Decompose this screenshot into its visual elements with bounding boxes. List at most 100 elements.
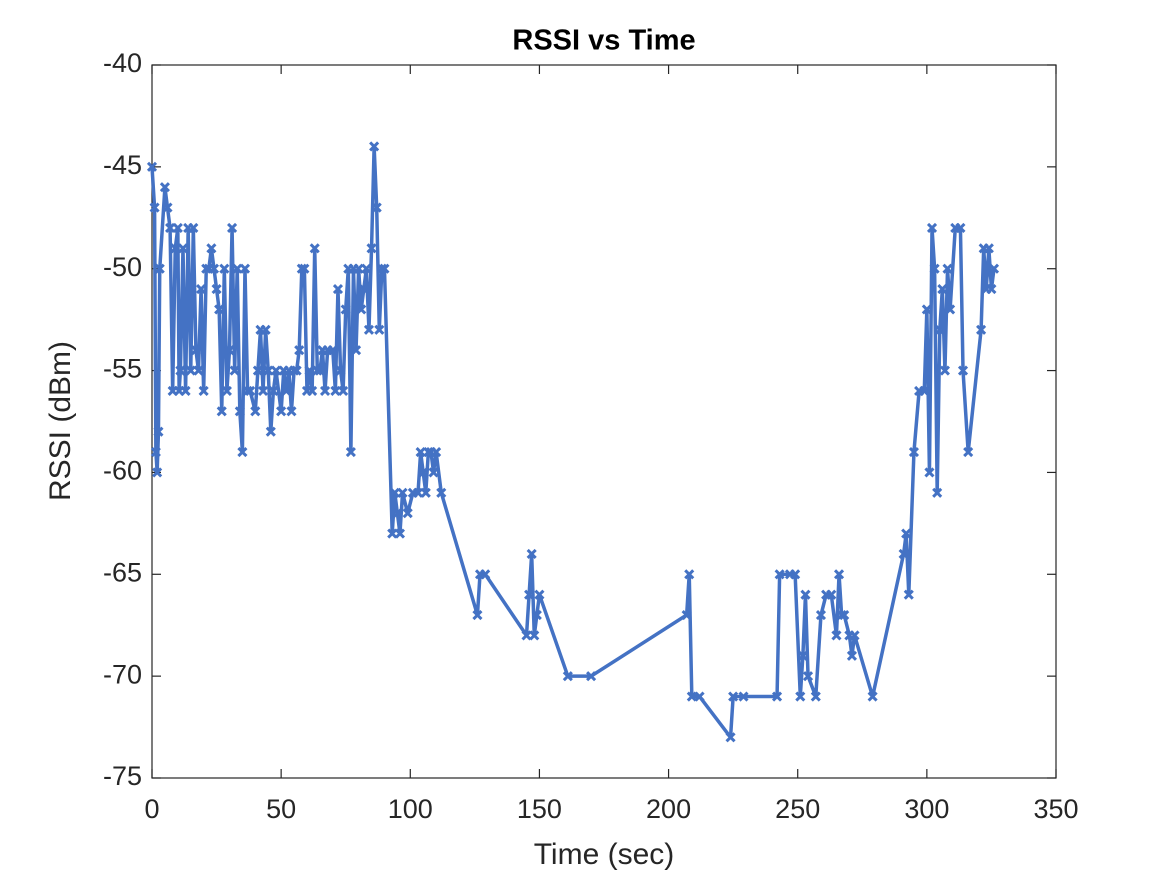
data-marker bbox=[245, 385, 256, 397]
chart-title: RSSI vs Time bbox=[512, 25, 695, 57]
data-marker bbox=[795, 691, 806, 702]
data-marker bbox=[423, 446, 434, 458]
x-tick-label: 250 bbox=[775, 794, 820, 824]
data-marker bbox=[849, 630, 860, 641]
data-marker bbox=[265, 426, 276, 437]
data-marker bbox=[242, 385, 253, 397]
data-marker bbox=[296, 263, 307, 274]
x-tick-label: 200 bbox=[646, 794, 691, 824]
data-marker bbox=[797, 650, 808, 661]
y-tick-label: -60 bbox=[103, 456, 142, 486]
data-marker bbox=[175, 365, 186, 376]
data-marker bbox=[686, 691, 697, 702]
data-marker bbox=[232, 263, 243, 274]
data-marker bbox=[800, 589, 811, 600]
data-marker bbox=[919, 385, 930, 397]
y-tick-label: -70 bbox=[103, 659, 142, 689]
x-tick-label: 0 bbox=[144, 794, 159, 824]
data-marker bbox=[330, 385, 341, 397]
data-marker bbox=[562, 671, 573, 682]
data-marker bbox=[219, 263, 230, 274]
data-marker bbox=[728, 691, 739, 702]
data-marker bbox=[270, 365, 282, 376]
data-marker bbox=[415, 446, 426, 458]
data-marker bbox=[694, 691, 705, 702]
data-marker bbox=[358, 284, 369, 295]
data-marker bbox=[185, 365, 196, 376]
data-marker bbox=[353, 263, 364, 274]
data-marker bbox=[206, 243, 217, 254]
data-marker bbox=[258, 385, 269, 397]
data-marker bbox=[681, 609, 692, 621]
data-marker bbox=[234, 406, 245, 417]
data-marker bbox=[939, 365, 950, 376]
data-marker bbox=[304, 365, 315, 376]
data-marker bbox=[983, 243, 994, 254]
data-marker bbox=[771, 691, 783, 702]
data-marker bbox=[684, 569, 695, 580]
data-marker bbox=[921, 304, 932, 315]
data-marker bbox=[942, 263, 953, 274]
data-marker bbox=[810, 691, 821, 702]
data-marker bbox=[867, 691, 878, 702]
data-marker bbox=[260, 324, 271, 335]
data-marker bbox=[976, 324, 987, 335]
data-marker bbox=[338, 385, 349, 397]
data-marker bbox=[412, 487, 424, 498]
data-marker bbox=[227, 222, 238, 234]
data-marker bbox=[211, 284, 222, 295]
data-marker bbox=[276, 406, 287, 417]
data-marker bbox=[152, 467, 163, 478]
data-marker bbox=[153, 426, 164, 437]
data-marker bbox=[826, 589, 837, 600]
data-marker bbox=[281, 385, 292, 397]
y-tick-label: -65 bbox=[103, 557, 142, 587]
data-marker bbox=[924, 467, 935, 478]
data-marker bbox=[802, 671, 814, 682]
data-marker bbox=[963, 446, 974, 458]
data-marker bbox=[286, 406, 297, 417]
data-marker bbox=[307, 385, 318, 397]
data-marker bbox=[846, 650, 858, 661]
data-marker bbox=[534, 589, 545, 600]
data-marker bbox=[431, 446, 442, 458]
x-tick-label: 350 bbox=[1033, 794, 1078, 824]
data-marker bbox=[250, 406, 261, 417]
x-tick-label: 150 bbox=[517, 794, 562, 824]
y-tick-label: -50 bbox=[103, 252, 142, 282]
y-tick-label: -55 bbox=[103, 354, 142, 384]
data-marker bbox=[221, 385, 232, 397]
x-tick-label: 50 bbox=[266, 794, 296, 824]
y-tick-label: -45 bbox=[103, 150, 142, 180]
data-line bbox=[150, 144, 996, 740]
data-marker bbox=[177, 243, 189, 254]
data-marker bbox=[833, 569, 845, 580]
data-marker bbox=[955, 222, 966, 234]
data-marker bbox=[402, 508, 413, 519]
data-marker bbox=[397, 487, 408, 498]
data-marker bbox=[472, 609, 483, 621]
data-marker bbox=[387, 528, 398, 539]
data-marker bbox=[288, 365, 300, 376]
data-marker bbox=[327, 345, 338, 356]
data-marker bbox=[394, 528, 406, 539]
data-marker bbox=[376, 263, 387, 274]
data-marker bbox=[214, 304, 225, 315]
data-marker bbox=[335, 365, 346, 376]
data-marker bbox=[268, 385, 279, 397]
data-marker bbox=[162, 202, 173, 213]
data-marker bbox=[790, 569, 801, 580]
data-marker bbox=[294, 345, 305, 356]
data-marker bbox=[521, 630, 532, 641]
data-marker bbox=[312, 365, 323, 376]
data-marker bbox=[371, 202, 382, 213]
data-marker bbox=[188, 222, 199, 234]
data-marker bbox=[898, 548, 909, 559]
data-marker bbox=[314, 365, 325, 376]
plot-area bbox=[151, 64, 1057, 779]
data-marker bbox=[831, 630, 842, 641]
data-marker bbox=[379, 263, 390, 274]
data-marker bbox=[149, 202, 160, 213]
data-marker bbox=[216, 406, 227, 417]
y-tick-label: -75 bbox=[103, 761, 142, 791]
